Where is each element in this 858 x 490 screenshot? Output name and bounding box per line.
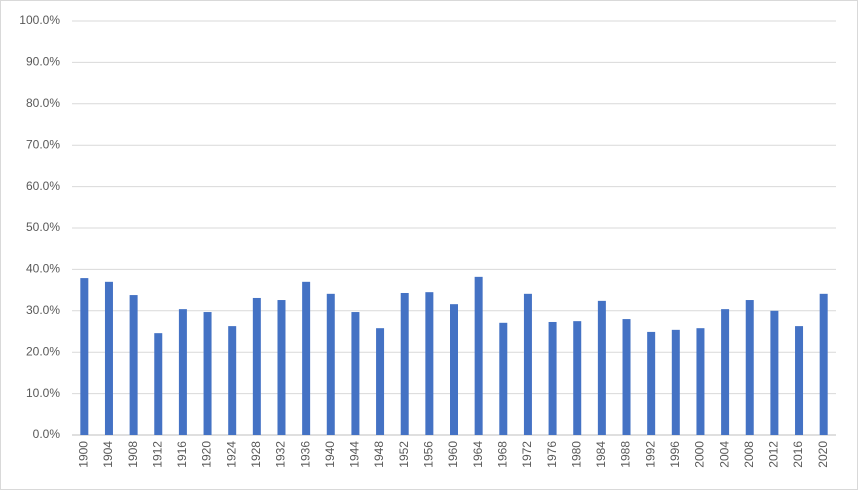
bar [178,309,187,435]
x-tick-label: 1944 [348,441,362,468]
x-tick-label: 2000 [693,441,707,468]
x-tick-label: 1908 [126,441,140,468]
bar [671,329,680,435]
x-tick-label: 1960 [446,441,460,468]
bar [252,297,261,435]
bar [499,322,508,435]
x-tick-label: 1988 [619,441,633,468]
y-tick-label: 40.0% [26,262,60,276]
x-tick-label: 1996 [668,441,682,468]
bar [425,292,434,435]
bar [400,292,409,435]
x-tick-label: 2004 [717,441,731,468]
bar [203,312,212,435]
bar [277,300,286,435]
bar [450,304,458,435]
bar [770,310,779,435]
bar [745,300,754,435]
bar [376,328,385,435]
x-tick-label: 1928 [249,441,263,468]
x-tick-label: 1916 [175,441,189,468]
y-tick-label: 10.0% [26,386,60,400]
y-tick-label: 100.0% [19,13,60,27]
bar [647,331,656,435]
bar [129,295,138,435]
bar [523,293,532,435]
x-tick-label: 1900 [76,441,90,468]
y-tick-label: 80.0% [26,96,60,110]
x-tick-label: 1984 [594,441,608,468]
bar [573,321,582,435]
bar [80,278,89,435]
x-tick-label: 1952 [397,441,411,468]
bar [696,328,705,435]
x-tick-label: 1980 [569,441,583,468]
x-tick-label: 1956 [422,441,436,468]
bar [351,312,360,435]
bar [228,326,237,435]
bar [548,321,557,435]
bar [104,281,113,435]
y-tick-label: 50.0% [26,220,60,234]
x-tick-label: 2016 [791,441,805,468]
y-tick-label: 20.0% [26,344,60,358]
x-tick-label: 1976 [545,441,559,468]
x-tick-label: 2012 [767,441,781,468]
bar [474,276,483,435]
x-tick-label: 1924 [224,441,238,468]
bar [302,281,311,435]
x-tick-label: 1904 [101,441,115,468]
x-tick-label: 1920 [200,441,214,468]
y-tick-label: 0.0% [33,427,61,441]
x-tick-label: 1940 [323,441,337,468]
x-tick-label: 1968 [495,441,509,468]
x-tick-label: 1992 [643,441,657,468]
bar [326,293,335,435]
x-tick-label: 1964 [471,441,485,468]
bar [597,300,606,435]
x-tick-label: 1932 [274,441,288,468]
x-tick-label: 1912 [150,441,164,468]
bar [622,319,631,435]
y-tick-label: 90.0% [26,55,60,69]
bar [795,326,804,435]
y-tick-label: 60.0% [26,179,60,193]
y-tick-label: 70.0% [26,137,60,151]
x-tick-label: 1972 [520,441,534,468]
x-tick-label: 2020 [816,441,830,468]
bar [721,309,730,435]
x-tick-label: 1936 [298,441,312,468]
bar [819,293,828,435]
y-tick-label: 30.0% [26,303,60,317]
x-tick-label: 1948 [372,441,386,468]
x-tick-label: 2008 [742,441,756,468]
bar [154,333,163,435]
